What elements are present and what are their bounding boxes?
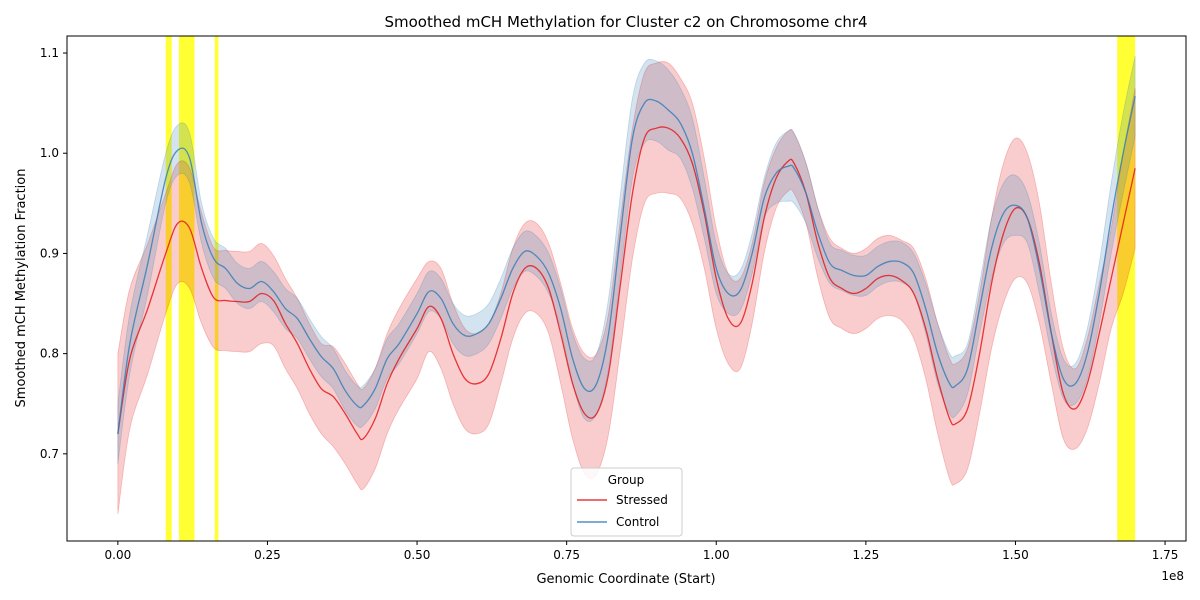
chart-title: Smoothed mCH Methylation for Cluster c2 … — [384, 13, 867, 31]
band-control — [117, 55, 1136, 464]
y-axis-ticks: 0.7 0.8 0.9 1.0 1.1 — [40, 46, 67, 461]
highlight-region-0 — [165, 36, 172, 541]
y-tick-label: 0.7 — [40, 447, 59, 461]
legend-label-control: Control — [616, 515, 659, 529]
y-tick-label: 1.0 — [40, 146, 59, 160]
x-tick-label: 0.50 — [404, 548, 431, 562]
band-stressed — [117, 61, 1136, 515]
series-line-stressed — [117, 126, 1136, 441]
x-tick-label: 0.75 — [553, 548, 580, 562]
legend: Group Stressed Control — [570, 467, 683, 537]
x-tick-label: 0.00 — [105, 548, 132, 562]
x-tick-label: 1.00 — [703, 548, 730, 562]
x-tick-label: 1.50 — [1002, 548, 1029, 562]
legend-box — [570, 467, 683, 537]
x-tick-label: 1.25 — [852, 548, 879, 562]
series-line-control — [117, 95, 1136, 434]
series-lines — [117, 95, 1136, 441]
y-tick-label: 1.1 — [40, 46, 59, 60]
highlight-region-2 — [214, 36, 219, 541]
x-axis-offset-text: 1e8 — [1161, 569, 1184, 583]
y-tick-label: 0.8 — [40, 347, 59, 361]
y-tick-label: 0.9 — [40, 246, 59, 260]
legend-title: Group — [608, 473, 645, 487]
plot-frame — [66, 35, 1187, 542]
x-tick-label: 1.75 — [1152, 548, 1179, 562]
x-axis-label: Genomic Coordinate (Start) — [536, 572, 715, 587]
x-axis-ticks: 0.00 0.25 0.50 0.75 1.00 1.25 1.50 1.75 — [105, 541, 1179, 562]
y-axis-label: Smoothed mCH Methylation Fraction — [14, 169, 29, 408]
legend-label-stressed: Stressed — [616, 493, 668, 507]
x-tick-label: 0.25 — [254, 548, 281, 562]
confidence-bands — [117, 55, 1136, 515]
